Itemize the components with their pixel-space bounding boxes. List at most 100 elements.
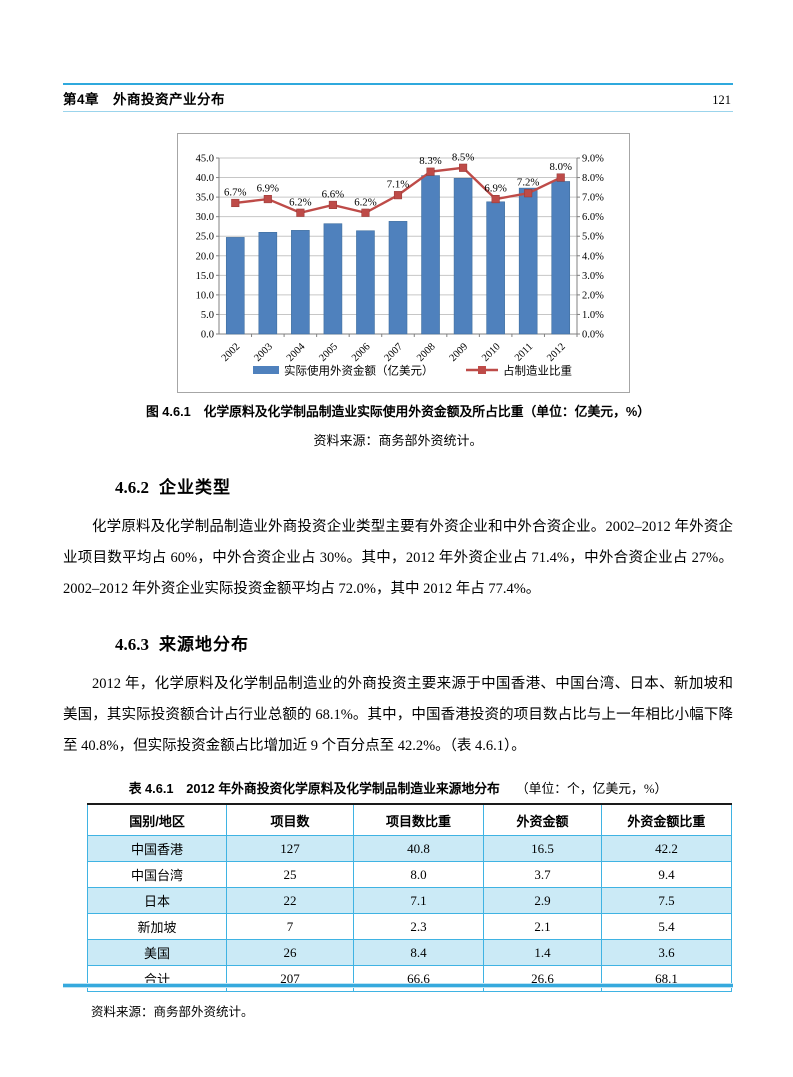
line-marker xyxy=(491,195,500,204)
table-cell: 25 xyxy=(226,861,354,889)
section-number: 4.6.3 xyxy=(115,634,149,654)
section-title: 来源地分布 xyxy=(159,634,249,654)
chart-box: 0.0 5.0 10.0 15.0 20.0 25.0 30.0 35.0 40.0 45.0 0.… xyxy=(177,133,630,393)
running-header: 第4章 外商投资产业分布 121 xyxy=(63,85,733,111)
data-label: 8.0% xyxy=(549,161,572,173)
line-marker xyxy=(361,208,370,217)
table-cell: 40.8 xyxy=(352,835,485,863)
line-marker xyxy=(459,163,468,172)
table-header-cell: 外资金额比重 xyxy=(600,803,733,837)
bar xyxy=(421,175,440,335)
table-row: 美国 26 8.4 1.4 3.6 xyxy=(86,939,733,967)
svg-text:2.0%: 2.0% xyxy=(582,290,604,301)
svg-text:10.0: 10.0 xyxy=(196,290,214,301)
svg-text:45.0: 45.0 xyxy=(196,154,214,165)
legend-bar-swatch xyxy=(253,366,279,374)
section-title: 企业类型 xyxy=(159,478,231,497)
table-body: 中国香港 127 40.8 16.5 42.2 中国台湾 25 8.0 3.7 9.4 日本 22 7.… xyxy=(86,835,733,993)
bar xyxy=(518,187,538,335)
svg-text:5.0: 5.0 xyxy=(201,310,214,321)
bar xyxy=(356,230,375,335)
svg-text:3.0%: 3.0% xyxy=(582,271,604,282)
table-cell: 2.1 xyxy=(483,913,602,941)
bar xyxy=(551,181,571,335)
data-label: 7.2% xyxy=(517,177,540,189)
x-tick-label: 2008 xyxy=(415,341,438,364)
section-heading-463: 4.6.3 来源地分布 xyxy=(115,630,733,655)
data-label: 8.3% xyxy=(419,155,442,167)
line-marker xyxy=(263,195,272,204)
chapter-title: 第4章 外商投资产业分布 xyxy=(63,92,226,107)
table-cell: 2.9 xyxy=(483,887,602,915)
data-label: 6.2% xyxy=(354,196,377,208)
line-marker xyxy=(296,208,305,217)
table-header-cell: 项目数比重 xyxy=(352,803,485,837)
x-tick-label: 2012 xyxy=(545,341,568,364)
table-cell: 16.5 xyxy=(483,835,602,863)
section-heading-462: 4.6.2 企业类型 xyxy=(115,473,733,498)
line-marker xyxy=(524,189,533,198)
svg-text:5.0%: 5.0% xyxy=(582,232,604,243)
table-row: 中国香港 127 40.8 16.5 42.2 xyxy=(86,835,733,863)
x-tick-label: 2007 xyxy=(382,341,405,364)
table-row: 中国台湾 25 8.0 3.7 9.4 xyxy=(86,861,733,889)
page-number: 121 xyxy=(712,93,731,107)
figure-4-6-1: 0.0 5.0 10.0 15.0 20.0 25.0 30.0 35.0 40.0 45.0 0.… xyxy=(177,133,630,393)
page-content: 第4章 外商投资产业分布 121 0.0 5.0 10.0 15.0 20.0 25.0 3… xyxy=(63,83,733,1020)
svg-text:0.0%: 0.0% xyxy=(582,330,604,341)
table-cell: 2.3 xyxy=(352,913,485,941)
table-cell: 新加坡 xyxy=(86,913,228,941)
svg-text:1.0%: 1.0% xyxy=(582,310,604,321)
table-cell: 1.4 xyxy=(483,939,602,967)
bar xyxy=(486,201,505,335)
line-marker xyxy=(231,198,240,208)
table-cell: 26 xyxy=(226,939,354,967)
svg-text:40.0: 40.0 xyxy=(196,173,214,184)
x-tick-label: 2005 xyxy=(317,341,340,364)
data-label: 7.1% xyxy=(387,179,410,191)
svg-text:25.0: 25.0 xyxy=(196,232,214,243)
header-rule-bottom xyxy=(63,111,733,112)
x-tick-label: 2004 xyxy=(285,341,308,364)
table-cell: 9.4 xyxy=(600,861,733,889)
bar xyxy=(388,221,408,335)
line-marker xyxy=(328,200,337,209)
table-cell: 美国 xyxy=(86,939,228,967)
header-rule-top xyxy=(63,83,733,85)
table-header-cell: 外资金额 xyxy=(483,803,602,837)
bar xyxy=(453,178,473,335)
table-source: 资料来源：商务部外资统计。 xyxy=(91,1005,254,1020)
x-tick-label: 2011 xyxy=(513,341,535,363)
table-cell: 66.6 xyxy=(352,965,485,993)
bar xyxy=(291,230,310,335)
legend-line-label: 占制造业比重 xyxy=(503,364,572,378)
figure-source: 资料来源：商务部外资统计。 xyxy=(313,433,483,448)
table-row: 新加坡 7 2.3 2.1 5.4 xyxy=(86,913,733,941)
table-cell: 日本 xyxy=(86,887,228,915)
table-cell: 7 xyxy=(226,913,354,941)
svg-text:7.0%: 7.0% xyxy=(582,193,604,204)
chart-svg: 0.0 5.0 10.0 15.0 20.0 25.0 30.0 35.0 40.0 45.0 0.… xyxy=(196,151,605,378)
svg-text:35.0: 35.0 xyxy=(196,193,214,204)
table-cell: 42.2 xyxy=(600,835,733,863)
table-cell: 7.1 xyxy=(352,887,485,915)
data-label: 8.5% xyxy=(452,151,475,163)
source-distribution-table: 国别/地区 项目数 项目数比重 外资金额 外资金额比重 中国香港 127 40.8 16.5 4… xyxy=(86,803,733,993)
table-cell: 中国香港 xyxy=(86,835,228,863)
line-marker xyxy=(393,191,403,200)
data-label: 6.7% xyxy=(224,186,247,198)
bar xyxy=(258,232,278,335)
svg-text:15.0: 15.0 xyxy=(196,271,214,282)
table-cell: 5.4 xyxy=(600,913,733,941)
table-cell: 207 xyxy=(226,965,354,993)
table-row: 日本 22 7.1 2.9 7.5 xyxy=(86,887,733,915)
table-cell: 3.6 xyxy=(600,939,733,967)
table-cell: 127 xyxy=(226,835,354,863)
line-marker xyxy=(556,173,565,182)
svg-text:8.0%: 8.0% xyxy=(582,173,604,184)
table-cell: 3.7 xyxy=(483,861,602,889)
table-cell: 68.1 xyxy=(600,965,733,993)
table-row: 合计 207 66.6 26.6 68.1 xyxy=(86,965,733,993)
table-title-main: 表 4.6.1 2012 年外商投资化学原料及化学制品制造业来源地分布 xyxy=(128,781,500,797)
